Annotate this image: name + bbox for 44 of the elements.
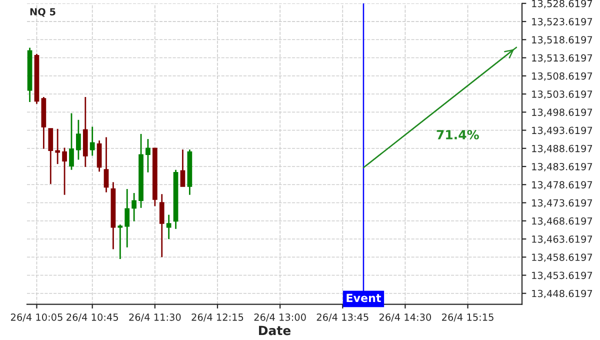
candlestick bbox=[90, 126, 95, 156]
candlestick bbox=[76, 119, 81, 160]
y-tick-label: 13,463.6197 bbox=[532, 235, 592, 244]
y-tick-label: 13,528.6197 bbox=[532, 0, 592, 8]
x-tick-label: 26/4 10:05 bbox=[10, 314, 62, 322]
x-axis-title: Date bbox=[259, 326, 291, 336]
y-tick-label: 13,498.6197 bbox=[532, 108, 592, 117]
x-tick-label: 26/4 13:00 bbox=[254, 314, 306, 322]
x-tick-label: 26/4 14:30 bbox=[379, 314, 432, 322]
y-tick-label: 13,503.6197 bbox=[532, 90, 592, 99]
y-tick-label: 13,453.6197 bbox=[532, 272, 592, 280]
y-tick-label: 13,458.6197 bbox=[532, 254, 592, 262]
y-tick-label: 13,518.6197 bbox=[532, 36, 592, 44]
candlestick bbox=[69, 112, 74, 171]
annotation: 71.4% bbox=[436, 130, 479, 140]
ref-line-label: Event bbox=[346, 294, 382, 302]
candlestick bbox=[62, 147, 67, 196]
y-tick-label: 13,488.6197 bbox=[532, 144, 592, 154]
candlestick bbox=[124, 188, 130, 248]
chart-title: NQ 5 bbox=[30, 8, 56, 17]
y-tick-label: 13,448.6197 bbox=[532, 290, 592, 298]
candlestick bbox=[180, 148, 186, 188]
y-tick-label: 13,478.6197 bbox=[532, 181, 592, 190]
candlestick bbox=[166, 214, 172, 240]
x-tick-label: 26/4 10:45 bbox=[66, 314, 118, 322]
candlestick bbox=[159, 193, 164, 258]
x-tick-label: 26/4 13:45 bbox=[316, 314, 368, 322]
candlestick bbox=[55, 128, 60, 165]
y-tick-label: 13,473.6197 bbox=[532, 199, 592, 208]
candlestick bbox=[146, 138, 150, 174]
y-tick-label: 13,513.6197 bbox=[532, 54, 592, 63]
y-tick-label: 13,483.6197 bbox=[532, 162, 592, 172]
candlestick bbox=[48, 128, 54, 185]
y-tick-label: 13,508.6197 bbox=[532, 72, 592, 81]
x-tick-label: 26/4 11:30 bbox=[129, 314, 181, 322]
x-tick-label: 26/4 12:15 bbox=[192, 314, 244, 322]
x-tick-label: 26/4 15:15 bbox=[442, 314, 494, 322]
candlestick bbox=[104, 136, 109, 193]
y-tick-label: 13,468.6197 bbox=[532, 217, 592, 226]
y-tick-label: 13,493.6197 bbox=[532, 126, 592, 136]
candlestick bbox=[118, 224, 123, 260]
candlestick bbox=[96, 140, 102, 172]
y-tick-label: 13,523.6197 bbox=[532, 18, 592, 26]
candlestick bbox=[132, 192, 136, 222]
